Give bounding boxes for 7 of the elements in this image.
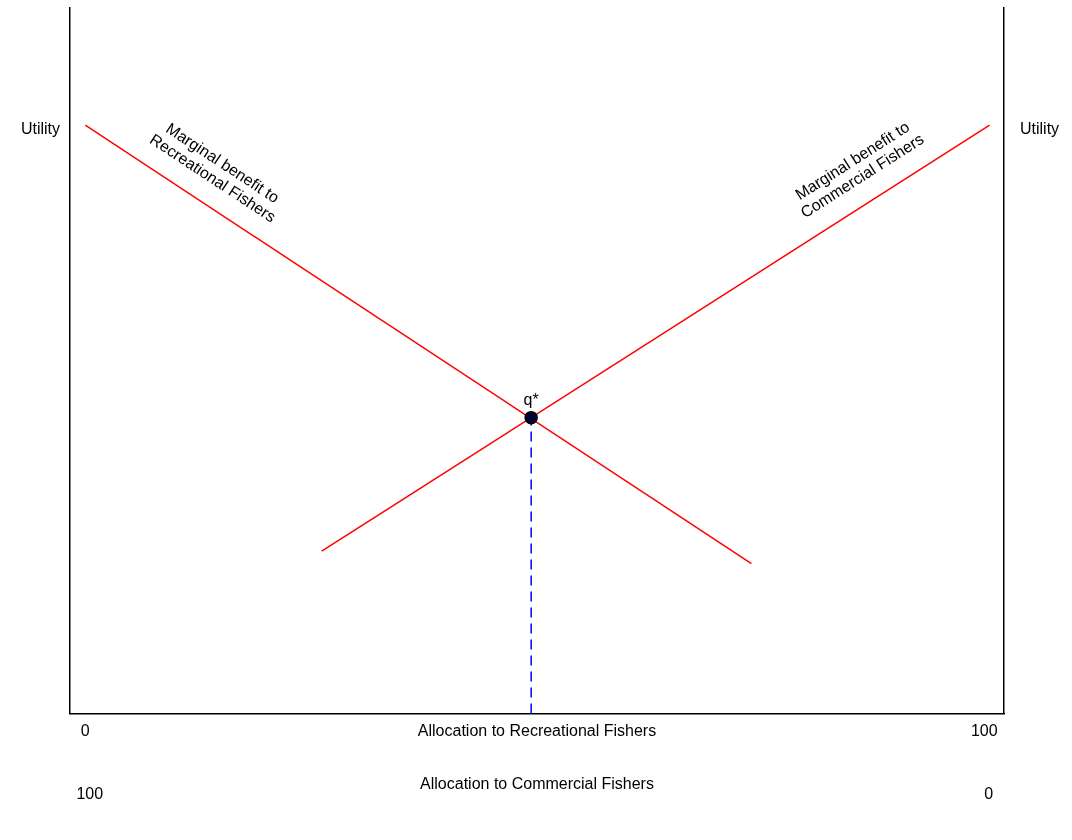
x2-tick-label: 100: [76, 784, 104, 802]
y2-axis-title: Utility: [1020, 119, 1060, 137]
x2-tick-label: 0: [984, 784, 994, 802]
x-axis-title: Allocation to Recreational Fishers: [417, 722, 657, 740]
annotation: q*: [523, 391, 539, 409]
y-axis-title: Utility: [20, 119, 60, 137]
x2-axis-title: Allocation to Commercial Fishers: [420, 775, 654, 793]
